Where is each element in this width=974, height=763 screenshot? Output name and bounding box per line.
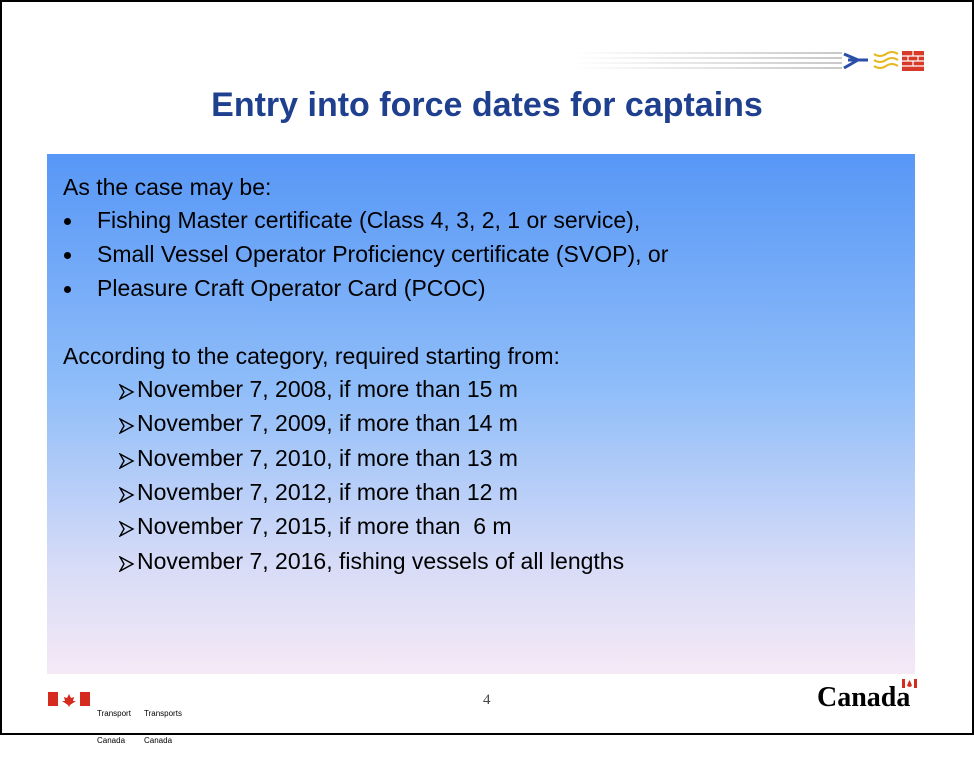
content-box: [47, 154, 915, 674]
subheading: According to the category, required star…: [63, 343, 560, 369]
bullet-text: Small Vessel Operator Proficiency certif…: [97, 241, 669, 267]
arrow-bullet: [119, 384, 135, 400]
date-text: November 7, 2008, if more than 15 m: [137, 376, 518, 402]
canada-flag: [48, 692, 90, 707]
text: Transport: [97, 709, 131, 718]
bullet-text: Fishing Master certificate (Class 4, 3, …: [97, 207, 641, 233]
bullet: [64, 286, 71, 293]
date-text: November 7, 2010, if more than 13 m: [137, 444, 518, 471]
arrow: [119, 384, 135, 400]
arrow-bullet: [119, 486, 135, 503]
slide-title: Entry into force dates for captains: [211, 86, 763, 124]
arrow: [119, 418, 135, 435]
bullet: [64, 218, 71, 225]
page-number: 4: [483, 692, 491, 708]
date-text: November 7, 2009, if more than 14 m: [137, 410, 518, 437]
wordmark-flag: [902, 679, 917, 688]
intro: As the case may be:: [63, 174, 272, 200]
date-text: November 7, 2012, if more than 12 m: [137, 478, 518, 505]
arrow: [119, 555, 135, 572]
date-text: November 7, 2016, fishing vessels of all…: [137, 547, 625, 574]
canada-wordmark: Canada: [817, 682, 911, 713]
department-en: Transport Canada: [97, 691, 131, 763]
arrow-bullet: [119, 521, 135, 538]
arrow-bullet: [119, 452, 135, 469]
bullet: [64, 252, 71, 259]
arrow: [119, 521, 135, 538]
arrow: [119, 452, 135, 469]
text: Canada: [97, 736, 126, 745]
header-logo: [572, 51, 924, 71]
text: Canada: [144, 736, 173, 745]
text: Transports: [144, 709, 182, 718]
arrow-bullet: [119, 555, 135, 572]
arrow: [119, 486, 135, 503]
department-fr: Transports Canada: [144, 691, 182, 763]
bullet-text: Pleasure Craft Operator Card (PCOC): [97, 275, 486, 301]
date-text: November 7, 2015, if more than 6 m: [137, 513, 512, 540]
slide: Entry into force dates for captains As t…: [0, 0, 974, 745]
arrow-bullet: [119, 418, 135, 435]
